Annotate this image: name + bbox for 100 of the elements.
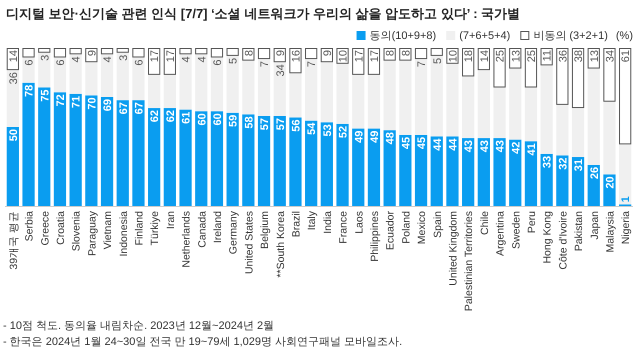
x-tick-label: Belgium xyxy=(259,210,272,249)
bar xyxy=(352,74,364,129)
x-tick-label: Paraguay xyxy=(86,210,98,256)
bar xyxy=(132,48,145,58)
legend-label: 동의(10+9+8) xyxy=(370,30,436,42)
bar xyxy=(368,74,380,129)
data-label: 50 xyxy=(8,129,20,142)
bar xyxy=(6,127,19,206)
bar xyxy=(116,48,129,53)
bar xyxy=(54,48,66,58)
data-label: 57 xyxy=(274,118,287,130)
x-tick-label: Netherlands xyxy=(180,211,193,268)
bar xyxy=(164,108,176,206)
x-tick-label: Germany xyxy=(228,210,240,254)
data-label: 5 xyxy=(432,58,444,64)
data-label: 61 xyxy=(180,112,193,124)
x-tick-label: Malaysia xyxy=(604,210,616,252)
bar xyxy=(116,100,129,206)
data-label: 8 xyxy=(400,50,412,56)
bar xyxy=(242,114,254,206)
bar xyxy=(179,48,192,54)
data-label: 17 xyxy=(353,50,366,62)
bar xyxy=(210,57,224,112)
bar xyxy=(509,68,522,140)
bar xyxy=(305,120,318,206)
x-tick-label: Vietnam xyxy=(102,210,114,250)
x-tick-label: Philippines xyxy=(368,211,381,262)
x-tick-label: Spain xyxy=(432,210,444,238)
x-tick-label: Hong Kong xyxy=(542,210,554,264)
data-label: 18 xyxy=(463,50,476,62)
bar xyxy=(85,95,98,206)
data-label: 3 xyxy=(39,54,52,61)
data-label: 43 xyxy=(494,140,507,152)
data-label: 25 xyxy=(494,50,507,62)
bar xyxy=(148,48,160,75)
data-label: 14 xyxy=(478,50,491,62)
bar xyxy=(478,70,490,138)
data-label: 62 xyxy=(149,110,162,122)
bar xyxy=(195,48,208,54)
data-label: 54 xyxy=(306,122,318,135)
bar xyxy=(100,54,114,97)
data-label: 34 xyxy=(604,50,616,62)
data-label: 9 xyxy=(322,50,334,56)
bar xyxy=(54,57,66,92)
legend-label: 비동의 (3+2+1) xyxy=(533,30,608,42)
data-label: 57 xyxy=(259,118,272,130)
bar xyxy=(148,108,160,206)
data-label: 17 xyxy=(149,50,162,62)
bar xyxy=(399,60,412,135)
bar xyxy=(22,82,35,206)
x-tick-label: Ireland xyxy=(212,210,224,244)
bar xyxy=(493,88,506,138)
bar xyxy=(384,60,396,130)
bar xyxy=(462,76,474,138)
bar xyxy=(478,138,490,206)
x-tick-label: Côte d'Ivoire xyxy=(557,210,570,270)
bar xyxy=(70,94,82,206)
x-tick-label: Iran xyxy=(164,210,177,230)
bar xyxy=(226,56,239,113)
x-tick-label: Poland xyxy=(400,210,412,244)
x-tick-label: Peru xyxy=(526,210,538,234)
bar xyxy=(430,136,443,206)
bar xyxy=(572,108,584,158)
bar xyxy=(572,48,584,108)
data-label: 43 xyxy=(463,140,476,152)
bar xyxy=(100,48,114,54)
bar xyxy=(6,70,19,127)
data-label: 14 xyxy=(8,50,20,62)
bar xyxy=(148,74,160,108)
data-label: 6 xyxy=(24,59,36,66)
bar xyxy=(179,110,192,206)
bar xyxy=(22,57,35,83)
data-label: 17 xyxy=(164,50,177,62)
data-label: 75 xyxy=(39,90,52,102)
bar xyxy=(195,111,208,206)
x-tick-label: United States xyxy=(243,211,256,274)
bar xyxy=(116,52,129,100)
bar xyxy=(619,144,632,204)
bar xyxy=(258,59,270,116)
bar xyxy=(414,59,428,135)
data-label: 11 xyxy=(542,50,554,62)
bar xyxy=(22,48,35,58)
bar xyxy=(274,116,286,206)
data-label: 7 xyxy=(259,61,272,68)
bar xyxy=(274,62,286,116)
bar xyxy=(619,48,632,144)
bar xyxy=(352,128,364,206)
data-label: 53 xyxy=(322,124,334,137)
data-label: 6 xyxy=(212,59,224,66)
bar xyxy=(336,124,349,206)
data-label: 45 xyxy=(400,136,412,150)
bar xyxy=(289,73,302,118)
bar xyxy=(38,88,50,206)
data-label: 6 xyxy=(133,59,146,66)
data-label: 58 xyxy=(243,116,256,129)
x-tick-label: Japan xyxy=(588,210,601,240)
bar xyxy=(540,65,553,154)
bar xyxy=(100,96,114,206)
data-label: 69 xyxy=(102,98,114,112)
data-label: 71 xyxy=(70,96,83,108)
